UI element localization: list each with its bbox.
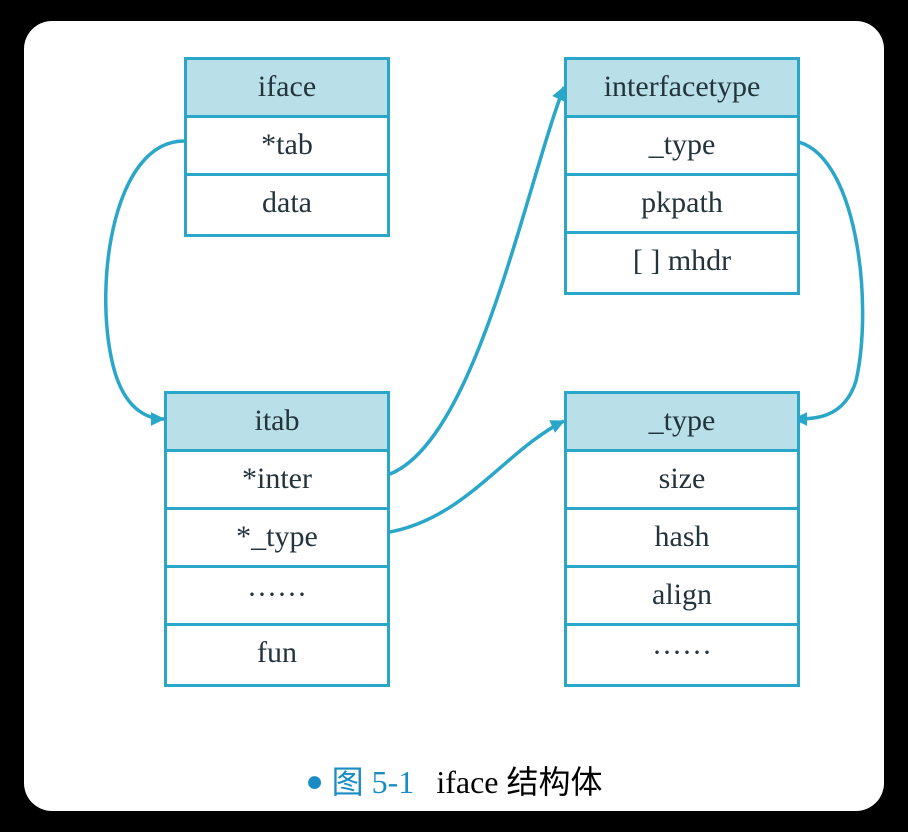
caption-bullet: ● [306, 765, 324, 798]
struct-itab-row-0: *inter [167, 452, 387, 510]
struct-interfacetype: interfacetype_typepkpath[ ] mhdr [564, 57, 800, 295]
struct-interfacetype-row-2: [ ] mhdr [567, 234, 797, 292]
struct-iface-header: iface [187, 60, 387, 118]
arrow-path-1 [384, 87, 564, 476]
struct-itab-row-1: *_type [167, 510, 387, 568]
arrow-path-2 [384, 421, 564, 533]
struct-type-row-2: align [567, 568, 797, 626]
struct-type-row-0: size [567, 452, 797, 510]
figure-caption: ● 图 5-1 iface 结构体 [24, 757, 884, 803]
struct-type-row-3: ······ [567, 626, 797, 684]
arrow-path-3 [794, 141, 863, 419]
diagram-area: iface*tabdatainterfacetype_typepkpath[ ]… [24, 21, 884, 741]
caption-figure-number: 图 5-1 [332, 764, 415, 800]
struct-iface: iface*tabdata [184, 57, 390, 237]
struct-iface-row-1: data [187, 176, 387, 234]
struct-itab-row-2: ······ [167, 568, 387, 626]
arrow-head-2 [550, 421, 564, 432]
struct-interfacetype-row-0: _type [567, 118, 797, 176]
struct-itab-header: itab [167, 394, 387, 452]
arrow-head-0 [151, 413, 164, 425]
struct-interfacetype-row-1: pkpath [567, 176, 797, 234]
struct-interfacetype-header: interfacetype [567, 60, 797, 118]
struct-type-header: _type [567, 394, 797, 452]
struct-iface-row-0: *tab [187, 118, 387, 176]
struct-itab: itab*inter*_type······fun [164, 391, 390, 687]
figure-card: iface*tabdatainterfacetype_typepkpath[ ]… [24, 21, 884, 811]
caption-title: iface 结构体 [436, 764, 602, 800]
struct-type-row-1: hash [567, 510, 797, 568]
struct-itab-row-3: fun [167, 626, 387, 684]
struct-type: _typesizehashalign······ [564, 391, 800, 687]
arrow-path-0 [106, 141, 184, 419]
arrow-head-1 [553, 87, 564, 101]
